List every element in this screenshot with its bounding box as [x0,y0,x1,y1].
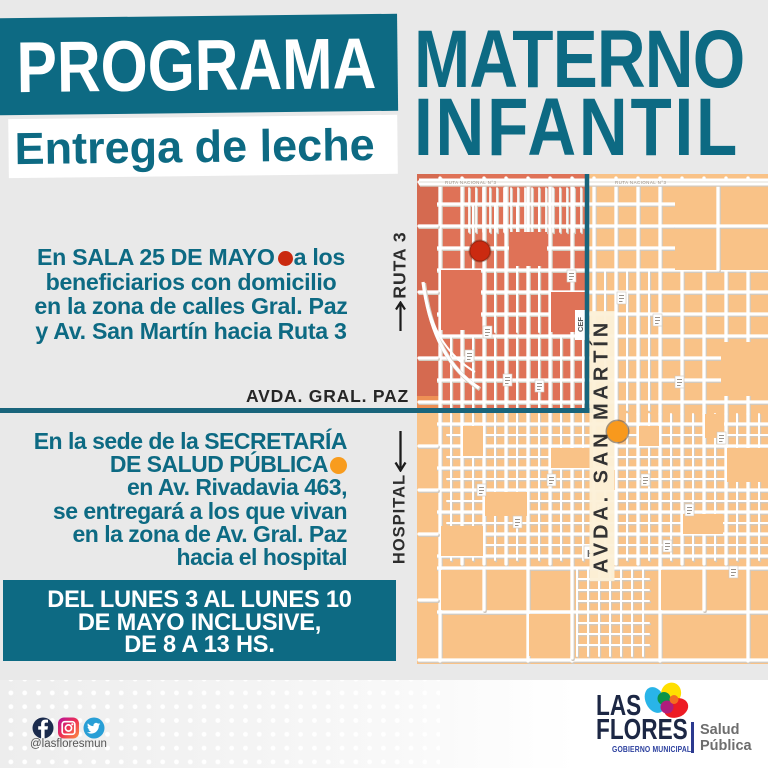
svg-text:RUTA NACIONAL N°3: RUTA NACIONAL N°3 [445,180,496,185]
svg-text:CEF: CEF [576,317,585,332]
svg-text:RUTA NACIONAL N°3: RUTA NACIONAL N°3 [615,180,666,185]
